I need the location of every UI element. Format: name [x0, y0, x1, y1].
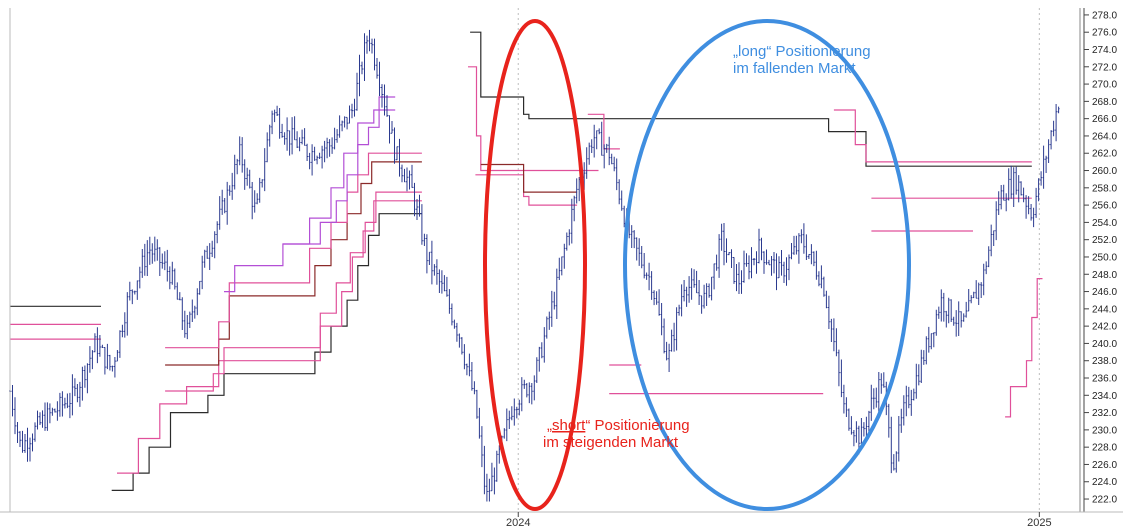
level-line: [111, 213, 422, 491]
y-tick-label: 258.0: [1092, 183, 1117, 194]
level-line: [470, 31, 1032, 167]
y-tick-label: 226.0: [1092, 460, 1117, 471]
annotation-short-keyword: short: [552, 417, 586, 434]
y-tick-label: 256.0: [1092, 201, 1117, 212]
y-tick-label: 236.0: [1092, 374, 1117, 385]
x-axis: 2024 2025: [0, 511, 1123, 529]
y-tick-label: 268.0: [1092, 97, 1117, 108]
blue-highlight-ellipse: [623, 19, 911, 511]
y-tick-label: 244.0: [1092, 304, 1117, 315]
red-highlight-ellipse: [483, 19, 587, 511]
y-tick-label: 232.0: [1092, 408, 1117, 419]
level-line: [224, 96, 396, 293]
y-tick-label: 252.0: [1092, 235, 1117, 246]
level-line: [480, 163, 578, 193]
y-tick-label: 272.0: [1092, 62, 1117, 73]
y-tick-label: 254.0: [1092, 218, 1117, 229]
y-tick-label: 274.0: [1092, 45, 1117, 56]
y-tick-label: 248.0: [1092, 270, 1117, 281]
level-line: [468, 66, 599, 172]
y-tick-label: 240.0: [1092, 339, 1117, 350]
y-tick-label: 266.0: [1092, 114, 1117, 125]
y-tick-label: 270.0: [1092, 80, 1117, 91]
grid-lines: [517, 8, 1040, 512]
y-tick-label: 260.0: [1092, 166, 1117, 177]
highlight-ellipses: [483, 19, 911, 511]
level-line: [165, 152, 422, 349]
x-tick-label: 2024: [506, 517, 530, 529]
annotation-long-line1: „long“ Positionierung: [733, 43, 871, 60]
y-tick-label: 238.0: [1092, 356, 1117, 367]
y-tick-label: 264.0: [1092, 131, 1117, 142]
y-tick-label: 250.0: [1092, 252, 1117, 263]
x-tick-label: 2025: [1027, 517, 1051, 529]
level-line: [1005, 278, 1043, 418]
y-tick-label: 246.0: [1092, 287, 1117, 298]
y-tick-label: 222.0: [1092, 495, 1117, 506]
y-tick-label: 234.0: [1092, 391, 1117, 402]
y-tick-label: 242.0: [1092, 322, 1117, 333]
y-tick-label: 228.0: [1092, 443, 1117, 454]
annotation-short-line2: im steigenden Markt: [543, 434, 679, 451]
level-line: [587, 113, 620, 150]
level-line: [165, 191, 422, 392]
level-line: [282, 109, 396, 245]
level-line: [475, 174, 578, 206]
y-tick-label: 224.0: [1092, 477, 1117, 488]
level-line: [165, 161, 422, 366]
y-tick-label: 278.0: [1092, 10, 1117, 21]
y-tick-label: 262.0: [1092, 149, 1117, 160]
y-axis: 222.0 224.0 226.0 228.0 230.0 232.0 234.0 236.0…: [9, 8, 1117, 512]
y-tick-label: 276.0: [1092, 28, 1117, 39]
annotation-long-line2: im fallenden Markt: [733, 60, 856, 77]
y-tick-label: 230.0: [1092, 425, 1117, 436]
annotations: „short“ Positionierung im steigenden Mar…: [543, 43, 871, 451]
level-lines: [10, 31, 1043, 491]
level-line: [833, 109, 1032, 163]
annotation-short-line1: „short“ Positionierung: [547, 417, 690, 434]
